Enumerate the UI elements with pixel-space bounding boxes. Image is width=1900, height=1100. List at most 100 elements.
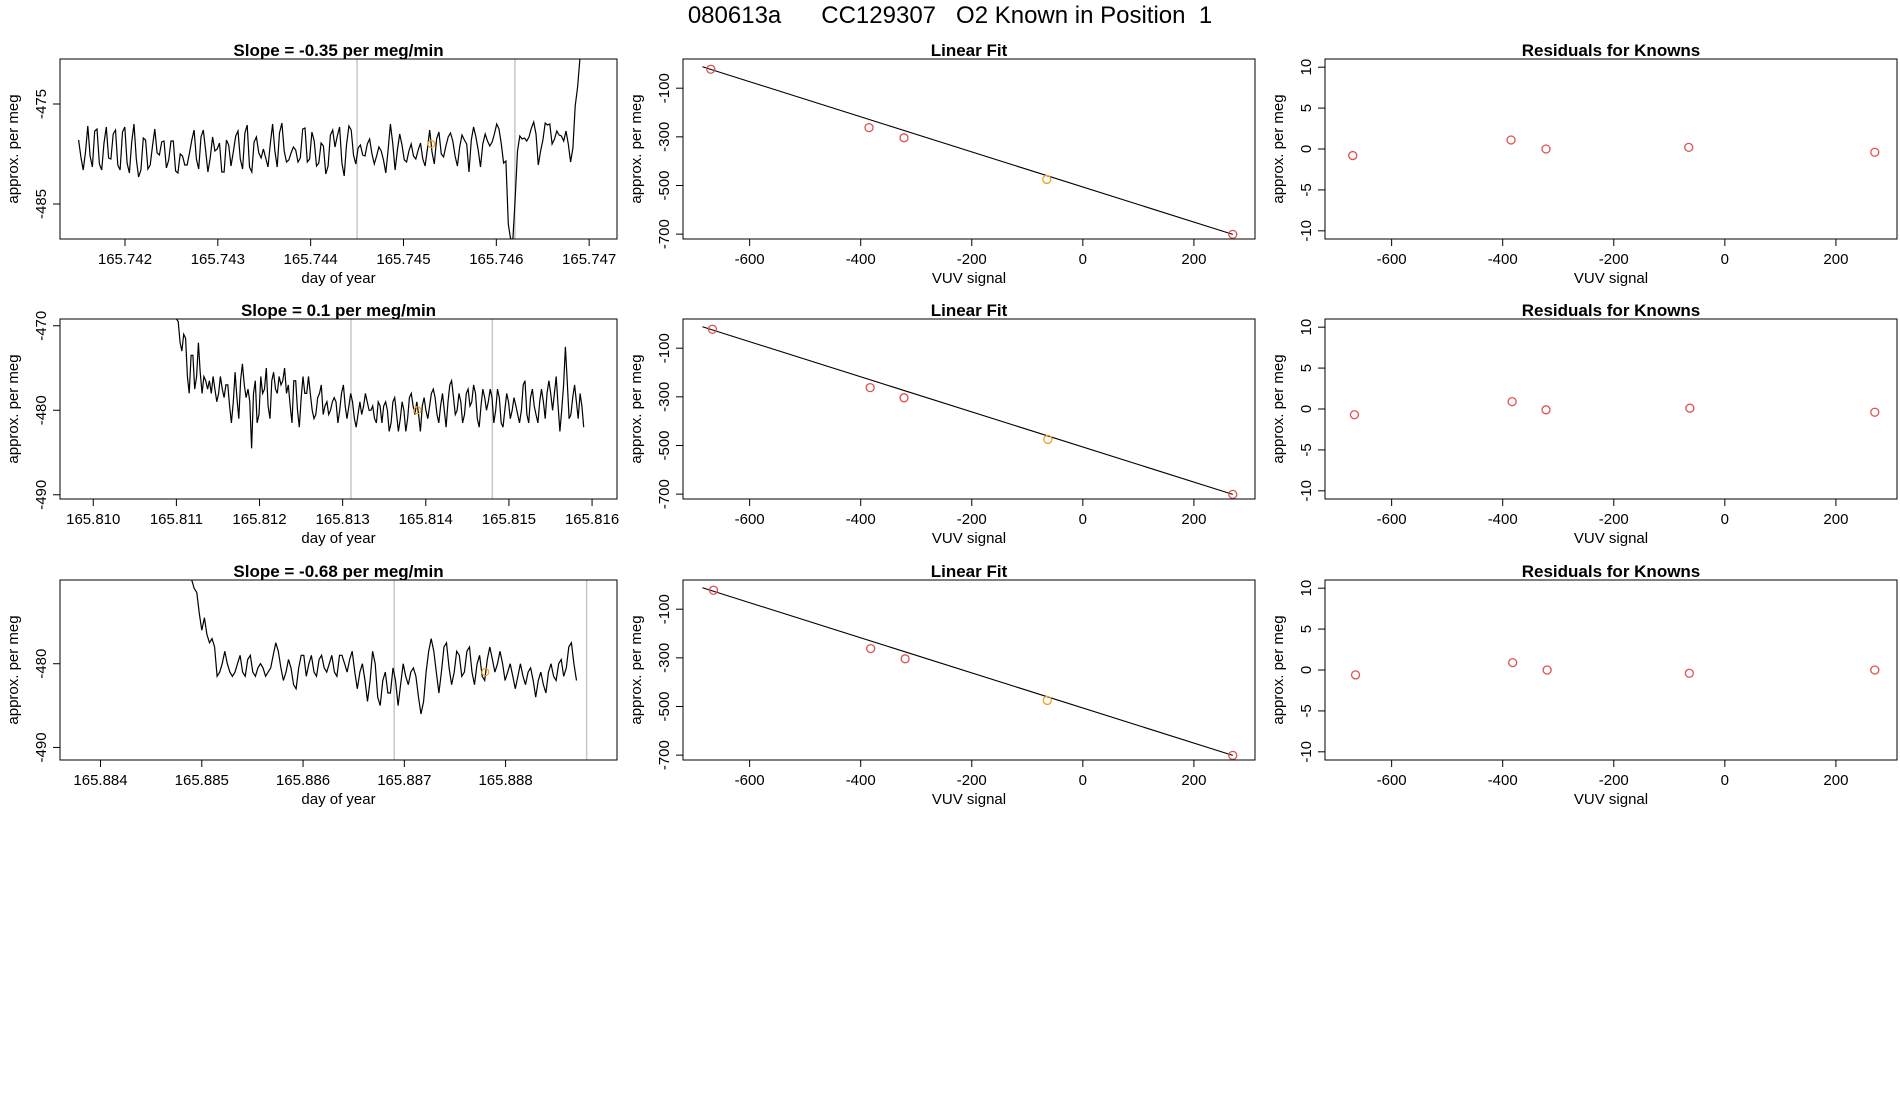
resid-1-x-axis-label: VUV signal bbox=[1574, 270, 1648, 287]
resid-2-panel: Residuals for Knowns -600 -400 -200 0 200 -10 -… bbox=[1270, 301, 1898, 547]
slope-1-x-tick-label: 165.746 bbox=[469, 251, 523, 268]
fit-2-x-tick-label: 0 bbox=[1079, 511, 1087, 528]
resid-3-x-tick-label: -600 bbox=[1377, 772, 1407, 789]
resid-2-y-tick-label: 5 bbox=[1298, 364, 1315, 372]
fit-1-x-tick-label: 0 bbox=[1079, 251, 1087, 268]
slope-1-title: Slope = -0.35 per meg/min bbox=[233, 41, 443, 60]
resid-3-title: Residuals for Knowns bbox=[1522, 562, 1701, 581]
fit-1-data-point bbox=[1228, 229, 1238, 240]
resid-1-y-axis-label: approx. per meg bbox=[1270, 94, 1287, 203]
slope-3-y-tick-label: -480 bbox=[33, 649, 50, 679]
slope-1-y-tick-label: -485 bbox=[33, 189, 50, 219]
resid-1-x-tick-label: 200 bbox=[1823, 251, 1848, 268]
fit-3-data-point bbox=[708, 585, 719, 595]
fit-2-x-tick-label: -400 bbox=[846, 511, 876, 528]
slope-1-x-tick-label: 165.747 bbox=[562, 251, 616, 268]
fit-1-x-tick-label: -200 bbox=[957, 251, 987, 268]
fit-3-x-tick-label: 0 bbox=[1079, 772, 1087, 789]
fit-3-fit-line bbox=[702, 587, 1233, 756]
slope-3-y-axis-label: approx. per meg bbox=[5, 615, 22, 724]
fit-1-x-tick-label: -600 bbox=[735, 251, 765, 268]
slope-3-plot-frame bbox=[59, 579, 618, 761]
resid-1-plot-frame bbox=[1324, 58, 1898, 240]
resid-2-data-point bbox=[1349, 410, 1360, 420]
slope-2-sample-point bbox=[413, 406, 422, 415]
fit-3-y-tick-label: -700 bbox=[656, 740, 673, 770]
page-title: 080613a CC129307 O2 Known in Position 1 bbox=[687, 2, 1213, 29]
slope-2-x-tick-label: 165.811 bbox=[150, 511, 203, 528]
fit-2-fit-line bbox=[702, 326, 1233, 495]
fit-3-x-axis-label: VUV signal bbox=[932, 791, 1006, 808]
resid-2-y-tick-label: 0 bbox=[1298, 405, 1315, 413]
slope-2-y-tick-label: -480 bbox=[33, 395, 50, 425]
slope-3-x-tick-label: 165.885 bbox=[175, 772, 229, 789]
fit-1-y-axis-label: approx. per meg bbox=[628, 94, 645, 203]
fit-2-y-tick-label: -300 bbox=[656, 382, 673, 412]
slope-2-title: Slope = 0.1 per meg/min bbox=[241, 301, 436, 320]
slope-2-y-tick-label: -490 bbox=[33, 480, 50, 510]
slope-1-x-tick-label: 165.745 bbox=[376, 251, 430, 268]
resid-3-data-point bbox=[1870, 665, 1880, 675]
resid-3-x-tick-label: 0 bbox=[1721, 772, 1729, 789]
fit-3-x-tick-label: -200 bbox=[957, 772, 987, 789]
slope-3-x-axis-label: day of year bbox=[301, 791, 375, 808]
fit-2-data-point bbox=[707, 324, 718, 334]
fit-3-y-tick-label: -300 bbox=[656, 643, 673, 673]
resid-1-y-tick-label: -10 bbox=[1298, 220, 1315, 242]
fit-3-x-tick-label: -600 bbox=[735, 772, 765, 789]
fit-3-data-point bbox=[900, 654, 910, 664]
fit-2-title: Linear Fit bbox=[931, 301, 1008, 320]
fit-2-y-tick-label: -700 bbox=[656, 479, 673, 509]
slope-1-x-tick-label: 165.744 bbox=[284, 251, 338, 268]
fit-3-data-point bbox=[866, 643, 876, 654]
resid-2-title: Residuals for Knowns bbox=[1522, 301, 1701, 320]
fit-3-title: Linear Fit bbox=[931, 562, 1008, 581]
fit-2-y-tick-label: -500 bbox=[656, 430, 673, 460]
resid-2-data-point bbox=[1541, 405, 1551, 415]
slope-2-y-axis-label: approx. per meg bbox=[5, 354, 22, 463]
resid-2-data-point bbox=[1685, 403, 1695, 413]
fit-1-fit-line bbox=[702, 66, 1233, 235]
resid-3-y-tick-label: 10 bbox=[1298, 580, 1315, 597]
slope-1-x-tick-label: 165.742 bbox=[98, 251, 152, 268]
resid-3-x-tick-label: 200 bbox=[1823, 772, 1848, 789]
resid-2-y-tick-label: -5 bbox=[1298, 443, 1315, 456]
fit-2-plot-frame bbox=[682, 318, 1256, 500]
resid-3-data-point bbox=[1508, 657, 1518, 668]
fit-2-data-point bbox=[1228, 489, 1238, 500]
slope-3-sample-point bbox=[481, 667, 490, 677]
fit-3-x-tick-label: -400 bbox=[846, 772, 876, 789]
resid-2-x-tick-label: -400 bbox=[1488, 511, 1518, 528]
resid-3-data-point bbox=[1684, 668, 1694, 678]
fit-1-data-point bbox=[899, 133, 909, 143]
fit-3-x-tick-label: 200 bbox=[1181, 772, 1206, 789]
fit-1-y-tick-label: -700 bbox=[656, 219, 673, 249]
slope-2-x-tick-label: 165.814 bbox=[399, 511, 453, 528]
slope-1-x-axis-label: day of year bbox=[301, 270, 375, 287]
resid-3-x-tick-label: -400 bbox=[1488, 772, 1518, 789]
resid-1-y-tick-label: 10 bbox=[1298, 59, 1315, 76]
fit-3-y-tick-label: -500 bbox=[656, 691, 673, 721]
resid-3-x-tick-label: -200 bbox=[1599, 772, 1629, 789]
resid-1-panel: Residuals for Knowns -600 -400 -200 0 200 -10 -… bbox=[1270, 41, 1898, 287]
fit-1-title: Linear Fit bbox=[931, 41, 1008, 60]
resid-1-data-point bbox=[1541, 144, 1551, 154]
fit-1-x-axis-label: VUV signal bbox=[932, 270, 1006, 287]
fit-2-y-axis-label: approx. per meg bbox=[628, 354, 645, 463]
fit-1-y-tick-label: -300 bbox=[656, 122, 673, 152]
resid-2-x-tick-label: 200 bbox=[1823, 511, 1848, 528]
slope-1-trace-line bbox=[78, 59, 581, 239]
resid-1-data-point bbox=[1684, 142, 1694, 153]
slope-2-x-tick-label: 165.815 bbox=[482, 511, 536, 528]
slope-1-y-axis-label: approx. per meg bbox=[5, 94, 22, 203]
resid-1-x-tick-label: -400 bbox=[1488, 251, 1518, 268]
resid-2-y-tick-label: 10 bbox=[1298, 319, 1315, 336]
resid-3-data-point bbox=[1350, 670, 1361, 680]
resid-2-data-point bbox=[1870, 407, 1880, 417]
resid-2-x-tick-label: -200 bbox=[1599, 511, 1629, 528]
slope-2-x-tick-label: 165.813 bbox=[316, 511, 370, 528]
resid-1-y-tick-label: 5 bbox=[1298, 104, 1315, 112]
slope-1-plot-frame bbox=[59, 58, 618, 240]
